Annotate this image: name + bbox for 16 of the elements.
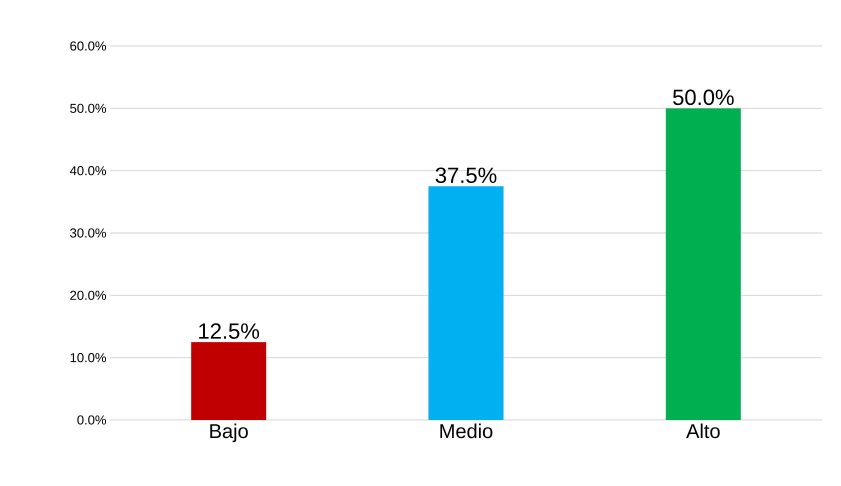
y-tick-label: 10.0% [70,353,106,362]
bar [191,342,266,420]
data-label: 12.5% [199,323,260,339]
data-label: 50.0% [673,90,734,106]
y-tick-label: 60.0% [70,41,106,51]
y-tick-label: 0.0% [77,415,106,425]
y-tick-label: 20.0% [70,290,106,300]
y-tick-label: 40.0% [70,166,106,176]
x-tick-label: Bajo [210,424,248,442]
y-tick-label: 50.0% [70,104,106,113]
bar [428,186,504,420]
x-tick-label: Medio [440,424,492,438]
x-tick-label: Alto [686,424,720,438]
bar [666,108,741,420]
data-label: 37.5% [436,167,496,184]
y-tick-label: 30.0% [70,228,106,238]
